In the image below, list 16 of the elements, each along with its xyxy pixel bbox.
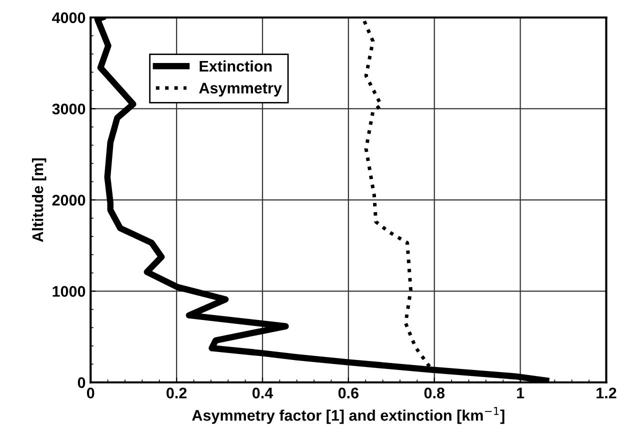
y-tick-label: 3000 bbox=[52, 104, 86, 114]
x-axis-title: Asymmetry factor [1] and extinction [km$^{−1}$] bbox=[192, 407, 504, 424]
x-tick-label: 1.2 bbox=[596, 388, 616, 398]
y-tick-label: 2000 bbox=[52, 194, 86, 206]
y-axis-title: Altitude [m] bbox=[32, 158, 46, 242]
legend-label: Extinction bbox=[200, 60, 272, 72]
x-tick-label: 0.6 bbox=[338, 388, 359, 398]
x-tick-label: 0.4 bbox=[252, 388, 274, 398]
y-tick-label: 4000 bbox=[52, 12, 86, 24]
y-tick-label: 1000 bbox=[52, 286, 86, 297]
x-tick-label: 0 bbox=[86, 388, 94, 398]
x-tick-label: 1 bbox=[517, 388, 524, 398]
x-tick-label: 0.2 bbox=[166, 388, 187, 398]
x-tick-label: 0.8 bbox=[424, 388, 445, 398]
legend-label: Asymmetry bbox=[199, 82, 282, 97]
y-tick-label: 0 bbox=[78, 377, 86, 388]
